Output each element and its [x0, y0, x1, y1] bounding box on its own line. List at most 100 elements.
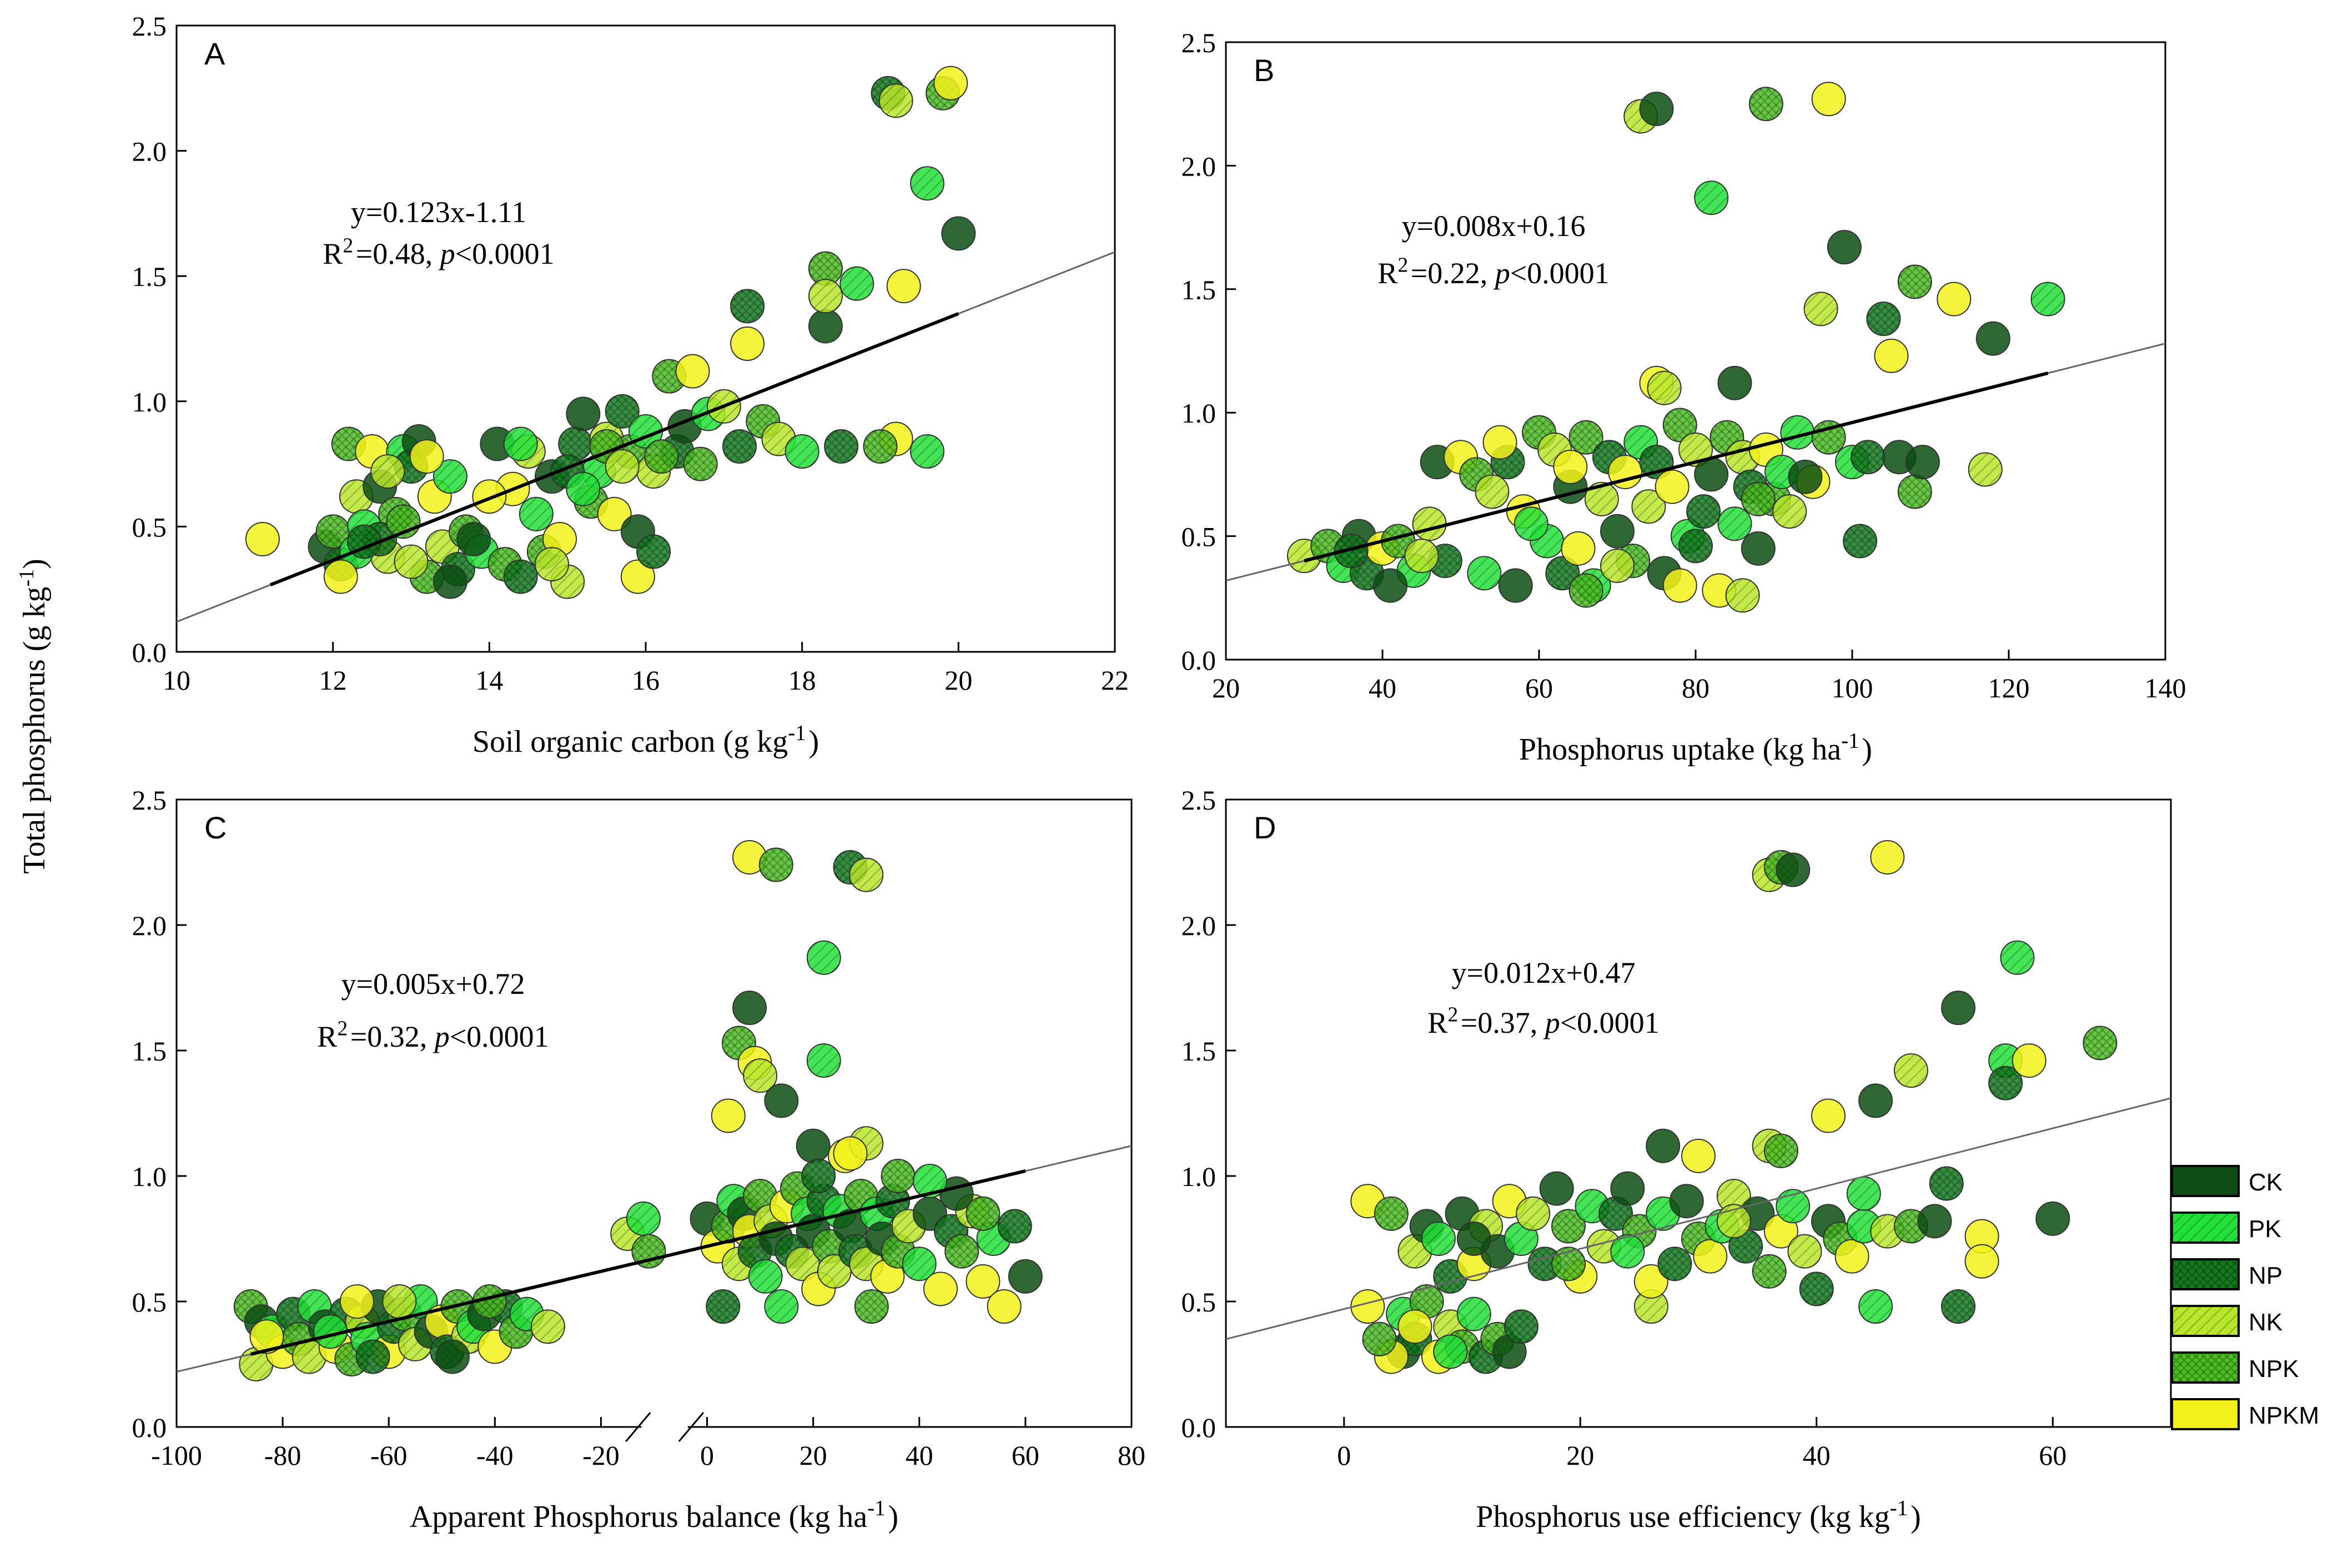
data-point-texture [531, 1310, 565, 1344]
data-point [1917, 1204, 1952, 1239]
panel-label: D [1254, 810, 1276, 845]
regression-stats: R2 =0.37, p<0.0001 [1427, 1003, 1659, 1039]
data-point-texture [911, 435, 944, 469]
x-tick-label: 10 [163, 665, 190, 696]
x-tick-label: 100 [1832, 672, 1873, 703]
data-point-texture [1516, 1197, 1550, 1230]
data-point [435, 1339, 470, 1374]
x-tick-label: 60 [2039, 1440, 2067, 1471]
data-point-texture [1781, 415, 1814, 449]
data-point [1870, 840, 1905, 875]
data-point-texture [1776, 1189, 1810, 1223]
y-tick-label: 2.5 [132, 785, 167, 816]
x-tick-label: 0 [1337, 1440, 1351, 1471]
data-point [1639, 92, 1674, 127]
data-point-texture [1647, 371, 1681, 405]
regression-equation: y=0.008x+0.16 [1402, 209, 1586, 243]
regression-equation: y=0.123x-1.11 [351, 195, 526, 229]
y-tick-label: 1.0 [132, 1161, 167, 1192]
data-point [597, 496, 632, 531]
data-point-texture [1717, 1179, 1751, 1213]
panel-label: A [204, 36, 225, 71]
regression-fit-segment [250, 1169, 1026, 1356]
x-tick-label: 14 [475, 665, 503, 696]
y-axis-label: Total phosphorus (g kg-1) [15, 559, 52, 873]
data-point-texture [1898, 265, 1932, 299]
x-tick-label: 22 [1101, 665, 1129, 696]
y-tick-label: 0.0 [1181, 1412, 1216, 1443]
regression-stats: R2 =0.48, p<0.0001 [323, 234, 554, 270]
regression-line [1226, 1097, 2171, 1340]
data-point-texture [519, 497, 553, 531]
data-point-texture [1434, 1335, 1467, 1369]
data-point-texture [1679, 433, 1712, 466]
data-point-texture [706, 1290, 740, 1324]
x-tick-label: 40 [906, 1440, 933, 1471]
data-point [796, 1128, 831, 1163]
data-point-texture [765, 1290, 798, 1324]
x-tick-label: 40 [1369, 672, 1396, 703]
data-point-texture [879, 84, 913, 118]
data-point-texture [808, 252, 842, 285]
data-point-texture [966, 1197, 1000, 1230]
data-point-texture [743, 1059, 777, 1093]
legend-swatch [2171, 1398, 2240, 1430]
data-point-texture [1717, 1204, 1751, 1238]
data-point-texture [683, 447, 717, 481]
data-point-texture [239, 1348, 273, 1381]
regression-equation: y=0.005x+0.72 [341, 967, 525, 1001]
y-tick-label: 1.5 [1181, 1036, 1216, 1067]
data-point-texture [849, 858, 883, 892]
legend-label: PK [2249, 1215, 2281, 1243]
data-point [1937, 282, 1972, 316]
data-point [764, 1083, 799, 1118]
data-point-texture [1764, 1134, 1798, 1168]
data-point-texture [1611, 1234, 1645, 1268]
data-point [1975, 321, 2010, 356]
data-point [249, 1319, 284, 1354]
x-tick-label: 12 [319, 665, 347, 696]
data-point-texture [1334, 534, 1368, 568]
y-tick-label: 0.5 [1181, 1286, 1216, 1318]
data-point [1655, 469, 1690, 504]
data-point [409, 439, 444, 474]
panel-B: B 0.0 0.5 1.0 1.5 2.0 2.5 20 40 60 80 100 120 140 y=0.… [1181, 27, 2186, 767]
data-point-texture [394, 545, 428, 579]
legend: CK PK NP NK NPK NPKM [2171, 1165, 2319, 1430]
y-tick-label: 1.0 [1181, 398, 1216, 429]
data-point-texture [1514, 507, 1548, 541]
y-tick-label: 1.5 [132, 261, 167, 292]
data-point-texture [824, 430, 858, 464]
data-point-texture [1741, 482, 1775, 516]
data-point [1397, 1309, 1432, 1344]
data-point [1858, 1083, 1893, 1118]
data-point [1662, 568, 1697, 603]
data-point-texture [723, 430, 756, 464]
data-point-texture [1726, 579, 1759, 612]
data-point [923, 1272, 958, 1306]
data-point-texture [1847, 1177, 1881, 1210]
data-point [1788, 459, 1823, 494]
data-point [620, 559, 655, 594]
data-point-texture [292, 1340, 326, 1374]
data-point-texture [2083, 1026, 2117, 1060]
data-point [1741, 531, 1776, 566]
x-tick-label: -40 [476, 1440, 514, 1471]
data-point-texture [1752, 1254, 1786, 1288]
data-point [1811, 1098, 1846, 1133]
data-point-texture [881, 1159, 915, 1193]
data-point-texture [1695, 181, 1728, 215]
data-point-texture [637, 535, 671, 569]
data-point-texture [645, 440, 678, 474]
x-tick-label: -80 [264, 1440, 301, 1471]
data-point-texture [316, 515, 350, 549]
x-tick-label: -100 [151, 1440, 202, 1471]
y-tick-label: 1.5 [1181, 274, 1216, 305]
data-point [433, 564, 467, 599]
data-point-texture [802, 1159, 836, 1193]
legend-label: NPK [2249, 1355, 2299, 1383]
x-tick-label: 120 [1988, 672, 2030, 703]
data-point-texture [1405, 539, 1439, 573]
x-tick-label: -20 [582, 1440, 620, 1471]
y-tick-label: 1.0 [1181, 1161, 1216, 1192]
